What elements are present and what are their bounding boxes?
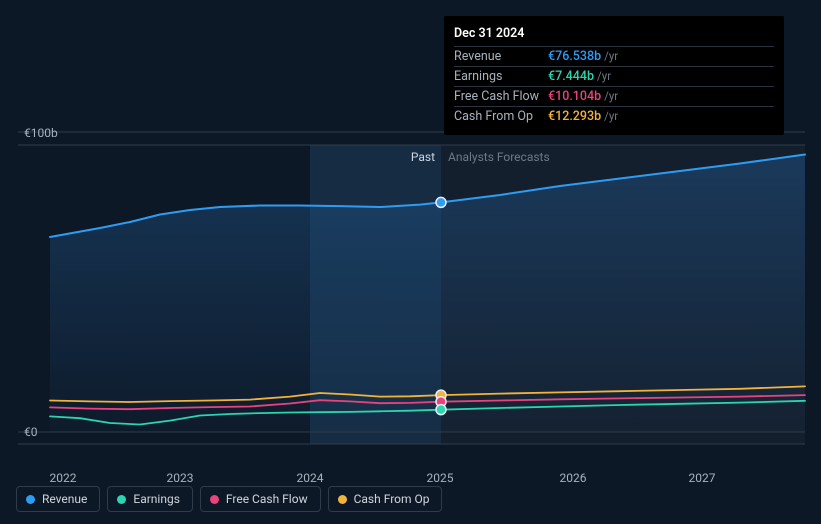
tooltip-row-label: Revenue <box>454 49 548 64</box>
legend-dot-icon <box>338 495 347 504</box>
tooltip-row-label: Earnings <box>454 69 548 84</box>
legend-label: Cash From Op <box>354 492 430 506</box>
x-axis-label: 2024 <box>297 471 324 485</box>
tooltip-rows: Revenue€76.538b/yrEarnings€7.444b/yrFree… <box>454 46 774 126</box>
legend-item-earnings[interactable]: Earnings <box>107 486 193 512</box>
tooltip-row-value: €7.444b <box>548 69 594 84</box>
region-label-forecast: Analysts Forecasts <box>448 150 550 164</box>
tooltip-row: Free Cash Flow€10.104b/yr <box>454 86 774 106</box>
tooltip-row-label: Cash From Op <box>454 109 548 124</box>
tooltip-row: Revenue€76.538b/yr <box>454 46 774 66</box>
tooltip-row-label: Free Cash Flow <box>454 89 548 104</box>
chart-legend: Revenue Earnings Free Cash Flow Cash From O… <box>16 486 442 512</box>
tooltip-row-value: €76.538b <box>548 49 601 64</box>
tooltip-row: Earnings€7.444b/yr <box>454 66 774 86</box>
chart-tooltip: Dec 31 2024 Revenue€76.538b/yrEarnings€7… <box>444 16 784 135</box>
legend-dot-icon <box>210 495 219 504</box>
tooltip-row-unit: /yr <box>597 69 611 83</box>
y-axis-label-top: €100b <box>24 126 58 140</box>
legend-item-revenue[interactable]: Revenue <box>16 486 100 512</box>
tooltip-row-value: €10.104b <box>548 89 601 104</box>
legend-label: Free Cash Flow <box>226 492 308 506</box>
legend-label: Revenue <box>42 492 87 506</box>
legend-label: Earnings <box>133 492 180 506</box>
tooltip-date: Dec 31 2024 <box>454 23 774 46</box>
tooltip-row-unit: /yr <box>604 89 618 103</box>
x-axis-label: 2022 <box>50 471 77 485</box>
tooltip-row-unit: /yr <box>604 109 618 123</box>
legend-dot-icon <box>117 495 126 504</box>
x-axis-label: 2023 <box>167 471 194 485</box>
legend-item-cfo[interactable]: Cash From Op <box>328 486 443 512</box>
y-axis-label-bottom: €0 <box>24 425 38 439</box>
tooltip-row-unit: /yr <box>604 49 618 63</box>
legend-dot-icon <box>26 495 35 504</box>
tooltip-row: Cash From Op€12.293b/yr <box>454 106 774 126</box>
x-axis-label: 2026 <box>560 471 587 485</box>
tooltip-row-value: €12.293b <box>548 109 601 124</box>
financial-forecast-chart: €100b €0 Past Analysts Forecasts 2022 202… <box>0 0 821 524</box>
region-label-past: Past <box>411 150 435 164</box>
x-axis-label: 2027 <box>689 471 716 485</box>
legend-item-fcf[interactable]: Free Cash Flow <box>200 486 321 512</box>
x-axis-label: 2025 <box>427 471 454 485</box>
